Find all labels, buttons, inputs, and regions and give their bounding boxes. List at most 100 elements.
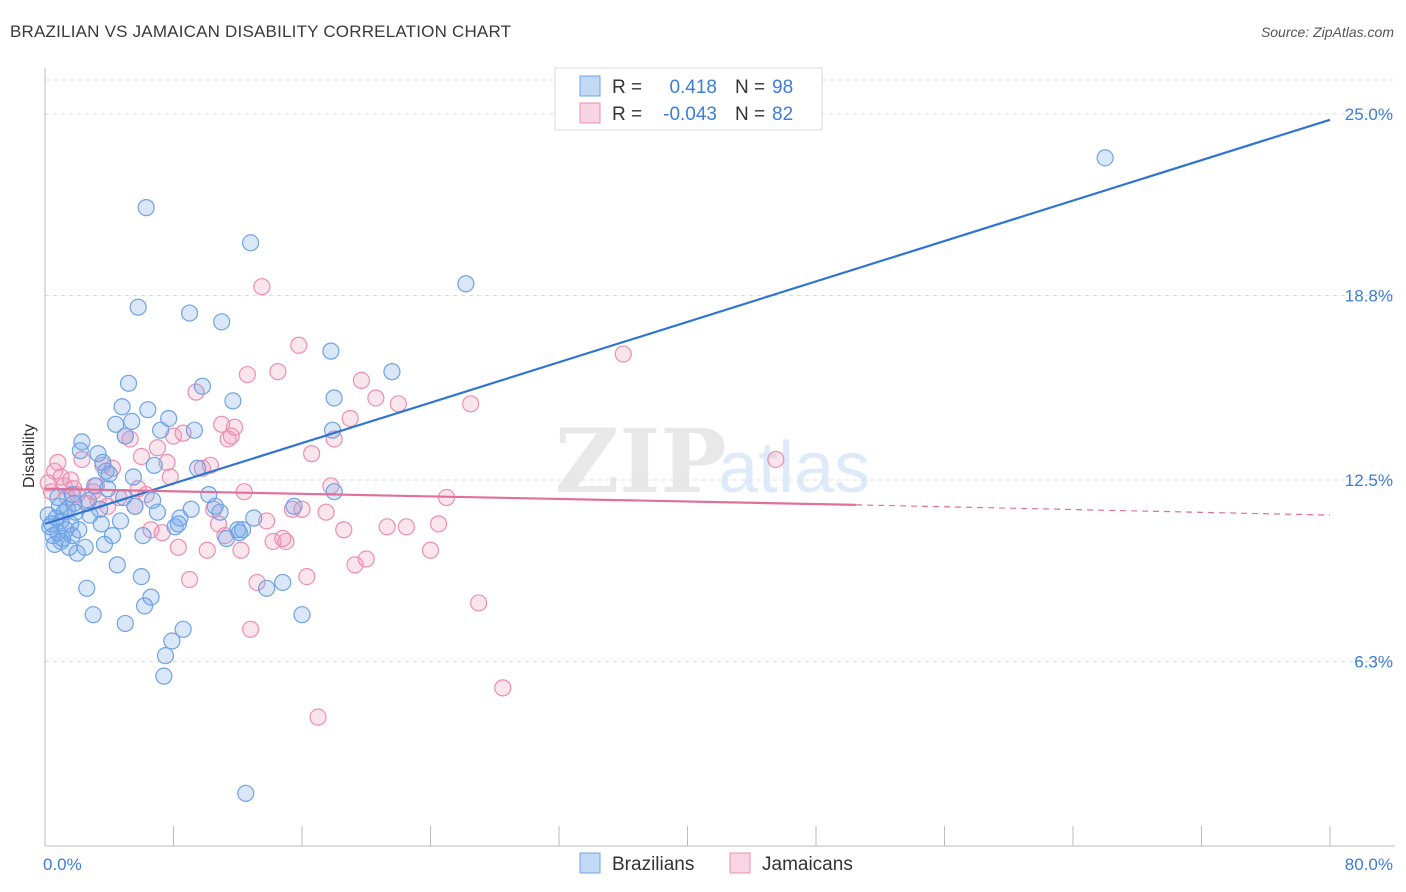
jamaican-point: [213, 415, 231, 433]
jamaican-point: [317, 503, 335, 521]
jamaican-point: [429, 515, 448, 533]
bottom-legend-jamaicans: Jamaicans: [762, 854, 853, 875]
jamaican-point: [367, 389, 385, 407]
brazilian-point: [155, 667, 173, 685]
brazilian-point: [79, 491, 97, 510]
brazilian-point: [258, 579, 276, 597]
jamaican-point: [187, 383, 205, 401]
x-tick-label: 0.0%: [43, 855, 82, 874]
brazilian-point: [134, 526, 152, 545]
jamaicans-trend-line: [44, 487, 857, 506]
brazilian-point: [293, 606, 311, 624]
brazilian-point: [457, 275, 475, 293]
brazilian-point: [100, 465, 118, 483]
jamaicans-trend-line-extension: [856, 504, 1331, 516]
jamaican-point: [341, 409, 359, 428]
jamaican-point: [132, 447, 150, 466]
legend-n-value-1: 98: [772, 77, 793, 98]
brazilian-point: [166, 518, 184, 536]
brazilian-point: [242, 234, 260, 252]
brazilian-point: [325, 389, 343, 407]
jamaican-point: [169, 538, 187, 556]
legend-swatch-jamaicans: [579, 102, 601, 124]
brazilian-point: [97, 462, 115, 480]
brazilians-trend-line: [44, 118, 1331, 525]
jamaican-point: [767, 450, 785, 469]
legend-box: R = 0.418 N = 98 R = -0.043 N = 82: [554, 67, 823, 131]
brazilian-point: [123, 412, 141, 430]
legend-r-label-1: R =: [612, 77, 642, 98]
brazilian-point: [108, 556, 126, 574]
brazilian-point: [139, 401, 157, 419]
jamaican-point: [298, 567, 316, 586]
source-credit: Source: ZipAtlas.com: [1260, 24, 1394, 40]
brazilian-point: [245, 509, 263, 527]
brazilian-point: [182, 500, 200, 518]
brazilian-point: [54, 529, 72, 548]
brazilian-point: [383, 363, 401, 381]
jamaican-point: [258, 512, 276, 530]
brazilian-point: [126, 497, 144, 515]
jamaican-point: [397, 518, 416, 536]
jamaican-point: [421, 541, 440, 559]
brazilian-point: [132, 567, 150, 586]
jamaican-point: [238, 365, 256, 384]
brazilian-point: [144, 491, 162, 510]
brazilian-point: [285, 497, 303, 515]
jamaican-point: [201, 456, 220, 474]
jamaican-point: [309, 708, 327, 726]
jamaican-point: [357, 550, 375, 568]
brazilian-point: [49, 488, 67, 507]
y-axis-label: Disability: [21, 424, 38, 488]
brazilian-point: [76, 538, 94, 556]
jamaican-point: [378, 518, 396, 536]
watermark-atlas: atlas: [718, 428, 870, 508]
jamaican-point: [174, 424, 192, 442]
brazilian-point: [156, 647, 175, 665]
jamaican-point: [158, 453, 176, 471]
brazilian-point: [78, 579, 96, 597]
jamaican-point: [242, 620, 260, 638]
brazilian-point: [92, 515, 110, 533]
jamaican-point: [290, 336, 308, 354]
watermark-zip: ZIP: [555, 409, 727, 513]
brazilian-point: [129, 298, 147, 316]
jamaican-point: [222, 427, 240, 445]
jamaican-point: [470, 594, 488, 612]
jamaican-point: [462, 395, 480, 413]
brazilian-point: [152, 421, 170, 439]
y-tick-label: 6.3%: [1354, 653, 1393, 672]
jamaican-point: [283, 500, 301, 518]
bottom-legend-swatch-brazilians: [579, 852, 601, 874]
jamaican-point: [121, 430, 139, 448]
brazilian-point: [230, 524, 248, 542]
jamaican-point: [614, 345, 632, 363]
jamaican-point: [198, 541, 216, 559]
bottom-legend-swatch-jamaicans: [729, 852, 751, 874]
brazilian-point: [233, 521, 252, 539]
jamaican-point: [277, 532, 295, 551]
brazilian-point: [229, 521, 247, 539]
x-tick-label: 80.0%: [1345, 855, 1393, 874]
brazilian-point: [124, 468, 142, 486]
y-tick-label: 25.0%: [1345, 105, 1393, 124]
bottom-legend-brazilians: Brazilians: [612, 854, 694, 875]
y-tick-label: 12.5%: [1345, 471, 1393, 490]
brazilian-point: [193, 377, 212, 395]
brazilian-point: [71, 442, 89, 460]
brazilian-point: [237, 784, 255, 802]
brazilian-point: [137, 199, 155, 217]
jamaican-point: [73, 450, 91, 469]
legend-n-value-2: 82: [772, 104, 793, 125]
brazilian-point: [180, 304, 199, 322]
jamaican-point: [389, 395, 407, 413]
brazilian-point: [99, 480, 117, 498]
tick-labels: 6.3% 12.5% 18.8% 25.0% 0.0% 80.0%: [43, 105, 1393, 874]
brazilian-point: [160, 409, 178, 428]
jamaican-point: [269, 363, 287, 381]
jamaican-point: [46, 462, 64, 480]
jamaican-point: [335, 521, 353, 539]
brazilian-point: [113, 398, 131, 416]
legend-swatch-brazilians: [579, 75, 601, 97]
